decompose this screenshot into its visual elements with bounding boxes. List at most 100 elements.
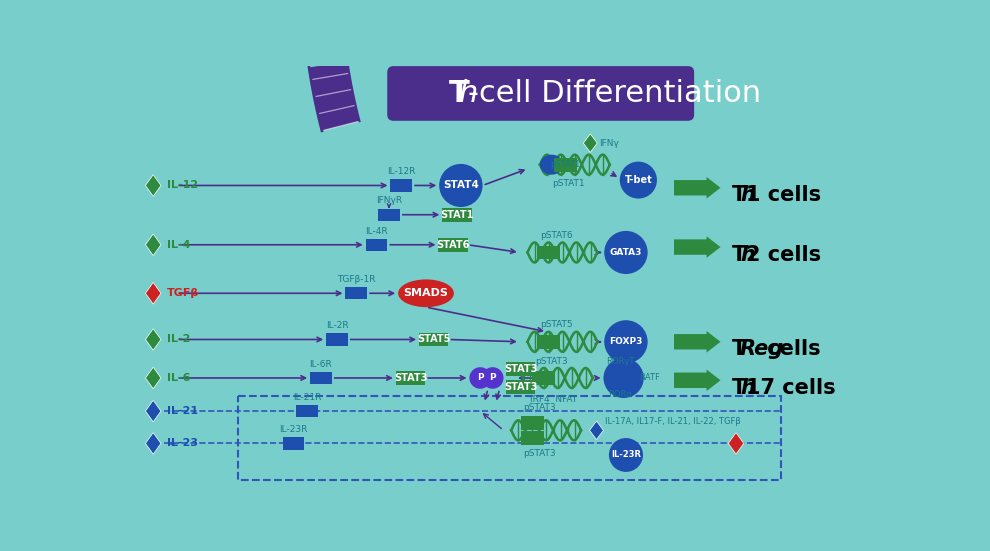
Bar [443, 208, 471, 222]
Text: IL-23R: IL-23R [611, 451, 641, 460]
Text: IFNγ: IFNγ [600, 139, 620, 148]
Polygon shape [146, 400, 161, 422]
Text: pSTAT3: pSTAT3 [536, 356, 568, 365]
Polygon shape [583, 134, 597, 153]
Text: BATF: BATF [640, 374, 660, 382]
FancyArrow shape [674, 370, 721, 391]
Text: P: P [477, 374, 483, 382]
Text: T: T [733, 339, 746, 359]
Text: IL-12R: IL-12R [387, 168, 416, 176]
Text: IFNγR: IFNγR [376, 197, 402, 206]
Text: IL-12: IL-12 [167, 181, 198, 191]
Text: STAT5: STAT5 [417, 334, 450, 344]
FancyArrow shape [674, 236, 721, 258]
Bar [521, 415, 544, 430]
Text: -cell Differentiation: -cell Differentiation [468, 79, 761, 109]
Bar [390, 179, 412, 192]
Bar [506, 380, 536, 394]
Text: TGFβ: TGFβ [167, 288, 199, 298]
Polygon shape [146, 175, 161, 196]
Circle shape [469, 367, 491, 389]
Polygon shape [589, 421, 604, 440]
Bar [553, 158, 577, 171]
Ellipse shape [398, 279, 453, 307]
Circle shape [604, 320, 647, 363]
Text: T-bet: T-bet [625, 175, 652, 185]
Text: T: T [733, 186, 746, 206]
Bar [439, 238, 468, 252]
FancyBboxPatch shape [387, 66, 694, 121]
Text: STAT6: STAT6 [437, 240, 470, 250]
Bar [506, 362, 536, 376]
Text: h: h [740, 186, 754, 206]
Text: cells: cells [759, 339, 821, 359]
Text: TGFβ-1R: TGFβ-1R [337, 275, 375, 284]
Text: pSTAT1: pSTAT1 [552, 179, 585, 188]
Text: h: h [740, 378, 754, 398]
Text: SMADS: SMADS [404, 288, 448, 298]
Circle shape [440, 164, 482, 207]
Polygon shape [146, 367, 161, 389]
Text: IRF4  NFAT: IRF4 NFAT [531, 395, 577, 404]
Text: 17 cells: 17 cells [746, 378, 837, 398]
Text: pSTAT3: pSTAT3 [524, 403, 556, 412]
Text: P: P [489, 374, 496, 382]
Text: pSTAT3: pSTAT3 [524, 449, 556, 458]
Text: h: h [459, 79, 479, 109]
Ellipse shape [540, 155, 563, 175]
Text: IL-4R: IL-4R [365, 226, 388, 235]
Text: IL-21: IL-21 [167, 406, 198, 416]
Bar [326, 333, 347, 345]
Text: h: h [740, 245, 754, 265]
Text: T: T [449, 79, 470, 109]
Bar [521, 431, 544, 445]
FancyArrow shape [674, 177, 721, 198]
Text: FOXP3: FOXP3 [609, 337, 643, 346]
Text: Reg: Reg [740, 339, 784, 359]
Circle shape [604, 358, 644, 398]
Bar [533, 371, 555, 385]
Text: STAT1: STAT1 [441, 210, 473, 220]
Text: IL-6: IL-6 [167, 373, 191, 383]
Text: T: T [733, 245, 746, 265]
Bar [378, 209, 400, 221]
Text: IL-2R: IL-2R [326, 321, 348, 330]
Text: IL-4: IL-4 [167, 240, 191, 250]
Circle shape [620, 161, 657, 198]
Text: IL-6R: IL-6R [310, 360, 333, 369]
Text: IL-23R: IL-23R [279, 425, 308, 434]
Text: RORγT: RORγT [606, 356, 635, 365]
Text: GATA3: GATA3 [610, 248, 643, 257]
Text: IL-17A, IL17-F, IL-21, IL-22, TGFβ: IL-17A, IL17-F, IL-21, IL-22, TGFβ [605, 417, 741, 425]
Text: STAT3: STAT3 [504, 382, 538, 392]
Text: STAT3: STAT3 [394, 373, 428, 383]
Polygon shape [729, 433, 743, 454]
Text: IL-23: IL-23 [167, 439, 198, 449]
Bar [419, 333, 448, 347]
Polygon shape [309, 62, 359, 131]
Text: STAT3: STAT3 [504, 364, 538, 374]
Bar [296, 405, 318, 417]
Text: T: T [733, 378, 746, 398]
Bar [283, 437, 305, 450]
Text: 2 cells: 2 cells [746, 245, 822, 265]
Polygon shape [146, 433, 161, 454]
Text: STAT4: STAT4 [443, 181, 479, 191]
Circle shape [609, 438, 643, 472]
Text: 1 cells: 1 cells [746, 186, 822, 206]
Text: IL-2: IL-2 [167, 334, 190, 344]
Text: pSTAT5: pSTAT5 [540, 320, 572, 329]
Bar [537, 246, 560, 260]
Circle shape [604, 231, 647, 274]
Bar [346, 287, 367, 299]
FancyArrow shape [674, 331, 721, 353]
Polygon shape [146, 234, 161, 256]
Polygon shape [146, 329, 161, 350]
Text: IL-21R: IL-21R [293, 393, 322, 402]
Bar [310, 372, 332, 384]
Text: pSTAT1: pSTAT1 [550, 160, 581, 169]
Polygon shape [146, 283, 161, 304]
Bar [537, 335, 560, 349]
Text: pSTAT6: pSTAT6 [540, 231, 572, 240]
Text: RORα: RORα [609, 391, 633, 399]
